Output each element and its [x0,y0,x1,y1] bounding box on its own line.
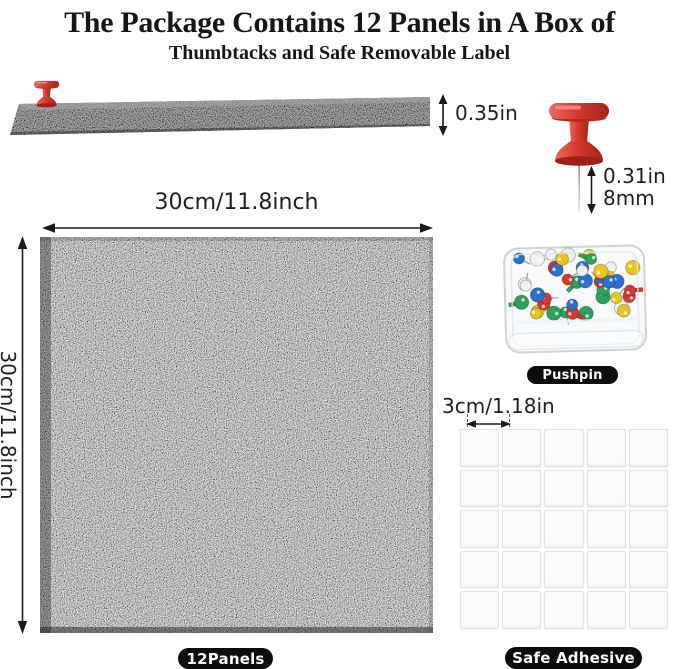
thickness-arrow-icon [438,94,448,136]
adhesive-square [586,510,626,548]
pushpin-in-panel-icon [33,80,60,128]
adhesive-square [460,429,500,467]
adhesive-square [586,469,626,508]
adhesive-square [586,429,626,467]
pin-length-arrow-icon [587,166,596,214]
adhesive-square [628,591,668,629]
pushpin-badge: Pushpin [527,366,618,384]
panel-thickness-label: 0.35in [455,101,518,125]
adhesive-square [502,550,542,589]
adhesive-square [628,469,668,508]
adhesive-square [628,550,668,589]
adhesive-square [544,469,584,508]
page-subtitle: Thumbtacks and Safe Removable Label [168,42,511,64]
adhesive-square [502,510,542,548]
adhesive-square [502,591,542,629]
pushpin-pile [508,247,644,325]
adhesive-square [628,429,668,467]
panel-height-label: 30cm/11.8inch [0,350,20,500]
adhesive-square [544,591,584,629]
panel-height-arrow-icon [17,236,28,634]
adhesive-guide-left [467,414,468,437]
adhesive-square [460,510,500,548]
safe-adhesive-badge: Safe Adhesive [505,647,642,669]
adhesive-square [544,550,584,589]
panel-width-arrow-icon [42,223,433,233]
adhesive-guide-right [509,414,510,437]
pin-length-mm-label: 8mm [603,186,655,210]
adhesive-square [460,550,500,589]
adhesive-square [544,429,584,467]
adhesive-square [586,550,626,589]
adhesive-square [628,510,668,548]
page-title: The Package Contains 12 Panels in A Box … [64,6,615,39]
adhesive-square [502,429,542,467]
adhesive-size-label: 3cm/1.18in [442,394,555,418]
adhesive-square [460,469,500,508]
adhesive-square [460,591,500,629]
pin-length-inch-label: 0.31in [603,164,666,188]
panel-width-label: 30cm/11.8inch [154,190,319,215]
adhesive-sheet [459,428,669,630]
adhesive-size-arrow-icon [466,420,511,428]
pushpin-box [503,244,648,354]
felt-panel [40,237,433,633]
adhesive-square [502,469,542,508]
pushpin-large-icon [547,101,611,215]
panels-badge: 12Panels [178,648,273,669]
felt-panel-side-view [10,97,430,135]
adhesive-square [544,510,584,548]
adhesive-square [586,591,626,629]
